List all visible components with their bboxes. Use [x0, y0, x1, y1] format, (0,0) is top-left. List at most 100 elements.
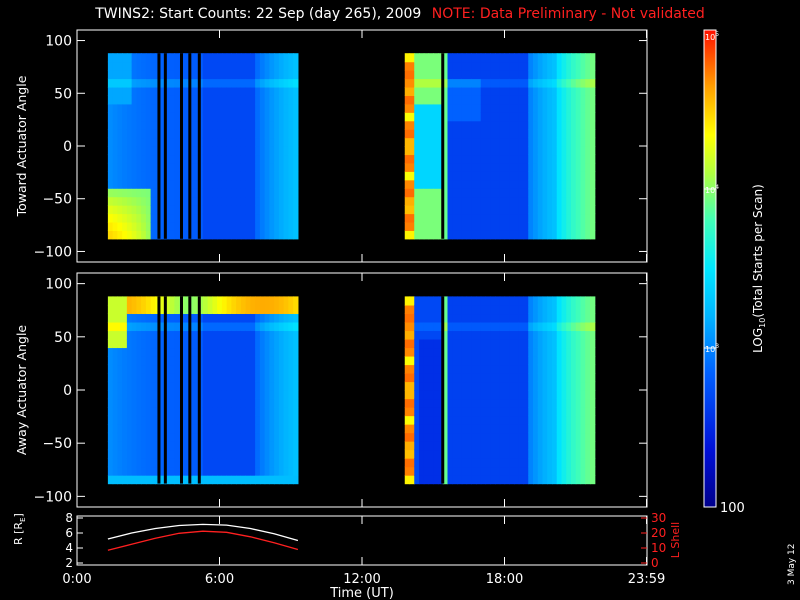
heatmap-cell [585, 213, 591, 223]
heatmap-cell [447, 154, 453, 164]
heatmap-cell [245, 355, 251, 366]
heatmap-cell [533, 146, 539, 156]
heatmap-cell [428, 304, 434, 315]
heatmap-cell [575, 398, 582, 408]
heatmap-cell [240, 441, 247, 451]
heatmap-cell [259, 179, 266, 189]
heatmap-cell [537, 338, 544, 349]
heatmap-cell [112, 120, 118, 130]
heatmap-cell [419, 424, 425, 434]
heatmap-cell [112, 188, 118, 198]
heatmap-cell [452, 424, 458, 434]
heatmap-cell [590, 432, 596, 442]
heatmap-cell [240, 154, 247, 164]
heatmap-cell [150, 188, 156, 198]
heatmap-cell [447, 296, 453, 306]
heatmap-cell [466, 407, 472, 417]
heatmap-cell [457, 432, 463, 442]
heatmap-cell [164, 196, 171, 206]
heatmap-cell [590, 53, 596, 63]
heatmap-cell [509, 304, 515, 315]
heatmap-cell [217, 205, 223, 215]
heatmap-cell [264, 103, 270, 113]
heatmap-cell [580, 364, 586, 374]
heatmap-cell [471, 466, 477, 476]
heatmap-cell [136, 407, 142, 417]
heatmap-cell [202, 221, 209, 231]
heatmap-cell [245, 205, 251, 215]
heatmap-cell [590, 146, 596, 156]
heatmap-cell [495, 364, 501, 374]
heatmap-cell [485, 154, 491, 164]
heatmap-cell [269, 296, 275, 306]
heatmap-cell [542, 347, 548, 357]
heatmap-cell [174, 398, 180, 408]
heatmap-cell [447, 415, 453, 425]
heatmap-cell [537, 415, 544, 425]
heatmap-cell [107, 112, 114, 122]
heatmap-cell [499, 213, 506, 223]
heatmap-cell [217, 95, 223, 105]
heatmap-cell [136, 415, 142, 425]
heatmap-cell [537, 330, 544, 340]
heatmap-cell [150, 424, 156, 434]
heatmap-cell [207, 70, 213, 80]
heatmap-cell [480, 432, 487, 442]
heatmap-cell [509, 347, 515, 357]
heatmap-cell [202, 103, 209, 113]
heatmap-cell [528, 372, 534, 383]
heatmap-cell [514, 205, 520, 215]
heatmap-cell [504, 196, 510, 206]
heatmap-cell [169, 415, 175, 425]
heatmap-cell [278, 103, 285, 113]
heatmap-cell [452, 304, 458, 315]
heatmap-cell [452, 61, 458, 71]
heatmap-cell [236, 86, 242, 96]
heatmap-cell [466, 355, 472, 366]
heatmap-cell [471, 432, 477, 442]
heatmap-cell [471, 441, 477, 451]
heatmap-cell [269, 321, 275, 332]
heatmap-cell [131, 415, 137, 425]
heatmap-cell [245, 313, 251, 323]
heatmap-cell [547, 70, 553, 80]
heatmap-cell [537, 230, 544, 240]
heatmap-cell [160, 432, 166, 442]
heatmap-cell [141, 296, 147, 306]
ytick-right-label: 10 [651, 541, 666, 555]
heatmap-cell [461, 424, 468, 434]
heatmap-cell [447, 61, 453, 71]
heatmap-cell [174, 205, 180, 215]
heatmap-cell [590, 466, 596, 476]
heatmap-cell [471, 398, 477, 408]
heatmap-cell [293, 188, 299, 198]
heatmap-cell [533, 449, 539, 459]
heatmap-cell [288, 129, 294, 139]
heatmap-cell [414, 205, 420, 215]
heatmap-cell [404, 129, 411, 139]
heatmap-cell [112, 61, 118, 71]
heatmap-cell [414, 70, 420, 80]
heatmap-cell [471, 296, 477, 306]
heatmap-cell [141, 304, 147, 315]
heatmap-cell [221, 458, 228, 468]
heatmap-cell [169, 304, 175, 315]
heatmap-cell [547, 432, 553, 442]
heatmap-cell [461, 355, 468, 366]
heatmap-cell [433, 171, 439, 181]
heatmap-cell [259, 296, 266, 306]
heatmap-cell [476, 415, 482, 425]
heatmap-cell [523, 347, 529, 357]
heatmap-cell [122, 95, 128, 105]
heatmap-cell [414, 313, 420, 323]
heatmap-cell [504, 179, 510, 189]
heatmap-cell [571, 355, 577, 366]
heatmap-cell [217, 112, 223, 122]
heatmap-cell [423, 120, 430, 130]
heatmap-cell [259, 390, 266, 400]
heatmap-cell [231, 466, 237, 476]
heatmap-cell [442, 171, 449, 181]
heatmap-cell [293, 449, 299, 459]
heatmap-cell [442, 103, 449, 113]
